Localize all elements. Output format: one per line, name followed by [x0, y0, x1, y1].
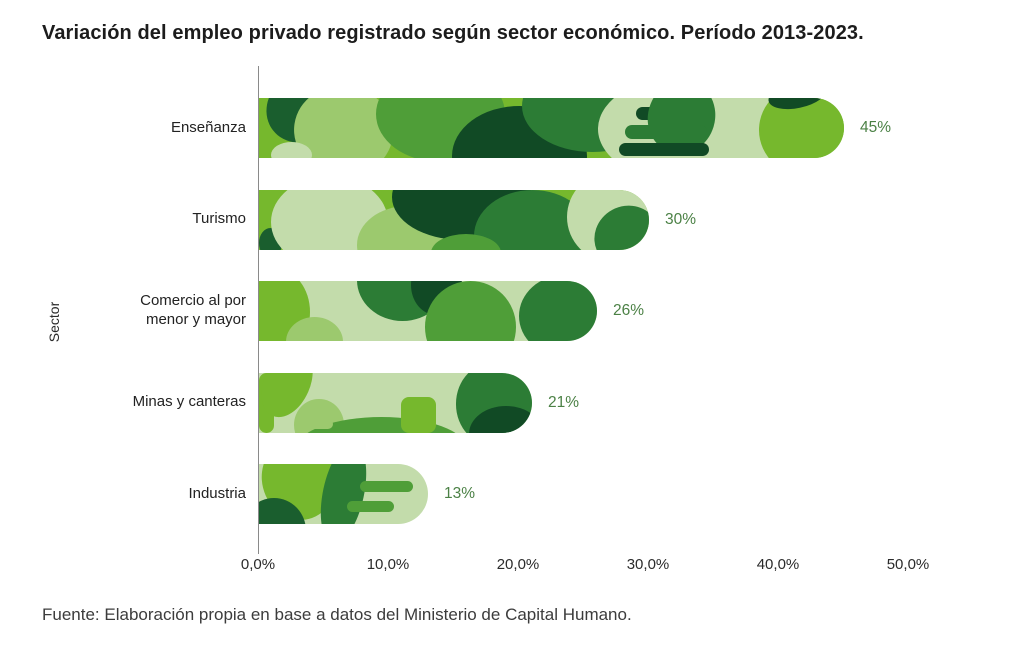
x-axis-tick: 40,0%: [756, 556, 800, 573]
bar-pattern-dash: [360, 481, 413, 492]
bar-pattern-blob: [759, 98, 844, 158]
x-axis-tick: 50,0%: [886, 556, 930, 573]
value-label: 30%: [665, 210, 697, 228]
category-label-text: Enseñanza: [170, 118, 246, 136]
category-label: Minas y canteras: [46, 373, 246, 433]
bar-minas-y-canteras: [259, 372, 532, 433]
category-label: Industria: [46, 464, 246, 524]
x-axis-tick: 0,0%: [240, 556, 276, 573]
bar-pattern-dash: [400, 396, 437, 433]
bar-comercio-al-por-menor-y-mayor: [259, 281, 597, 341]
bar-turismo: [259, 189, 649, 250]
bar-pattern-dash: [618, 143, 710, 156]
bar-pattern-blob: [270, 142, 312, 158]
value-label: 13%: [444, 485, 476, 502]
y-axis-line: [258, 66, 259, 554]
category-label: Comercio al por menor y mayor: [46, 281, 246, 341]
bar-industria: [259, 464, 428, 524]
value-label: 21%: [548, 393, 580, 411]
category-label: Turismo: [46, 190, 246, 250]
x-axis-tick: 30,0%: [626, 556, 670, 573]
category-label-text: Turismo: [192, 210, 246, 228]
bar-ense-anza: [259, 98, 844, 158]
category-label-text: Industria: [188, 484, 246, 502]
value-label: 26%: [613, 302, 645, 319]
x-axis-tick: 20,0%: [496, 556, 540, 573]
source-note: Fuente: Elaboración propia en base a dat…: [42, 605, 632, 624]
chart-title: Variación del empleo privado registrado …: [42, 22, 864, 44]
category-label: Enseñanza: [46, 98, 246, 158]
bar-pattern-dash: [305, 418, 333, 429]
bar-pattern-dash: [346, 501, 395, 512]
bar-pattern-blob: [430, 233, 501, 250]
bar-pattern-dash: [624, 125, 707, 139]
bar-pattern-blob: [519, 281, 597, 341]
category-label-text: Minas y canteras: [132, 393, 246, 411]
value-label: 45%: [860, 119, 892, 136]
x-axis-tick: 10,0%: [366, 556, 410, 573]
category-label-text: Comercio al por menor y mayor: [140, 292, 246, 328]
